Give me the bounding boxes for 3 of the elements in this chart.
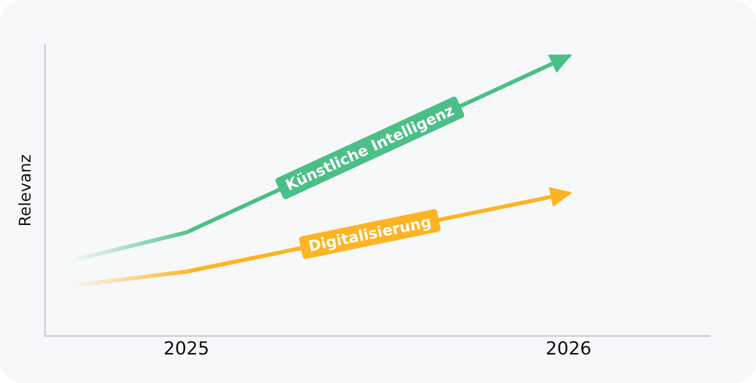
y-axis-title: Relevanz bbox=[16, 154, 34, 227]
x-tick-label: 2026 bbox=[546, 338, 592, 360]
x-tick-label: 2025 bbox=[164, 338, 210, 360]
